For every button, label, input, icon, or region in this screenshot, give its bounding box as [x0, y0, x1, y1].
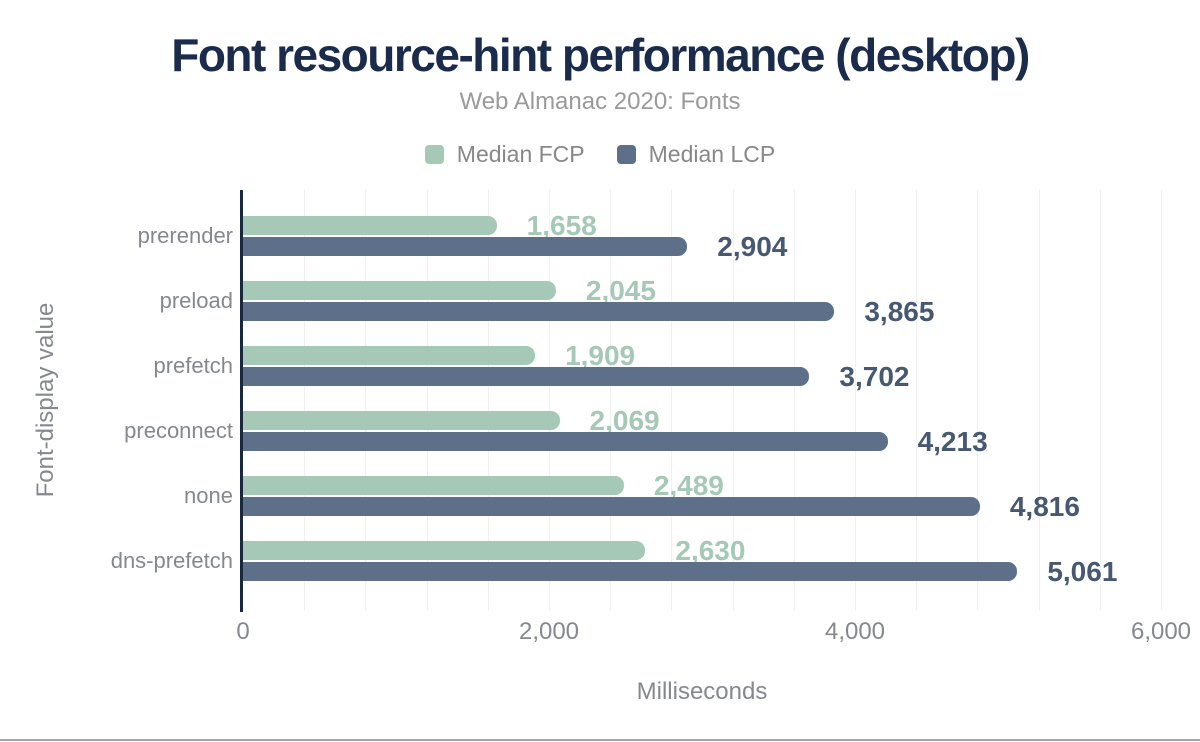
median-fcp-swatch-icon: [424, 145, 444, 164]
gridline: [610, 190, 612, 610]
bottom-divider: [0, 739, 1200, 741]
fcp-value-label: 2,489: [653, 470, 724, 501]
category-label: prefetch: [153, 353, 234, 378]
fcp-bar: [243, 476, 624, 495]
category-group: preload 2,045 3,865: [0, 275, 1200, 346]
gridline: [487, 190, 489, 610]
gridline: [1161, 190, 1162, 610]
category-group: preconnect 2,069 4,213: [0, 405, 1200, 476]
legend-item-median-lcp[interactable]: Median LCP: [616, 141, 776, 168]
bar-line: 2,069: [243, 405, 1161, 436]
legend-label: Median LCP: [648, 141, 776, 167]
fcp-value-label: 2,630: [675, 535, 746, 566]
y-axis-title: Font-display value: [32, 302, 59, 498]
x-axis-title: Milliseconds: [636, 678, 768, 705]
legend-item-median-fcp[interactable]: Median FCP: [424, 141, 585, 168]
x-tick-label: 6,000: [1130, 618, 1192, 645]
fcp-bar: [243, 216, 497, 235]
fcp-value-label: 2,045: [585, 275, 656, 306]
bar-line: 1,658: [243, 210, 1161, 241]
legend: Median FCP Median LCP: [0, 141, 1200, 168]
lcp-value-label: 2,904: [717, 231, 788, 262]
gridline: [916, 190, 918, 610]
gridline: [793, 190, 795, 610]
plot-rows: prerender 1,658 2,904 preload 2,045 3,865 pref…: [0, 210, 1200, 606]
bar-line: 5,061: [243, 556, 1161, 587]
category-group: prerender 1,658 2,904: [0, 210, 1200, 281]
x-tick-label: 2,000: [518, 618, 580, 645]
lcp-value-label: 3,865: [864, 296, 935, 327]
fcp-bar: [243, 541, 646, 560]
bar-line: 4,816: [243, 491, 1161, 522]
gridline: [1038, 190, 1040, 610]
bar-line: 3,865: [243, 296, 1161, 327]
bar-line: 4,213: [243, 426, 1161, 457]
category-group: prefetch 1,909 3,702: [0, 340, 1200, 411]
lcp-bar: [243, 497, 980, 516]
lcp-bar: [243, 237, 688, 256]
category-label: preconnect: [124, 418, 233, 443]
fcp-bar: [243, 411, 560, 430]
gridline: [304, 190, 306, 610]
lcp-value-label: 4,816: [1009, 491, 1080, 522]
x-tick-label: 0: [236, 618, 250, 645]
gridline: [1099, 190, 1101, 610]
gridline: [426, 190, 428, 610]
bar-line: 3,702: [243, 361, 1161, 392]
bar-pair: 1,909 3,702: [243, 340, 1161, 411]
plot-area: prerender 1,658 2,904 preload 2,045 3,865 pref…: [0, 190, 1200, 612]
lcp-bar: [243, 367, 810, 386]
category-group: dns-prefetch 2,630 5,061: [0, 535, 1200, 606]
bar-pair: 1,658 2,904: [243, 210, 1161, 281]
category-label: dns-prefetch: [110, 548, 233, 573]
bar-pair: 2,069 4,213: [243, 405, 1161, 476]
bar-line: 2,904: [243, 231, 1161, 262]
x-tick-label: 4,000: [824, 618, 886, 645]
median-lcp-swatch-icon: [616, 145, 636, 164]
gridline: [732, 190, 734, 610]
chart-title: Font resource-hint performance (desktop): [171, 29, 1030, 81]
lcp-value-label: 4,213: [917, 426, 988, 457]
bar-line: 2,489: [243, 470, 1161, 501]
fcp-value-label: 2,069: [589, 405, 660, 436]
chart-subtitle: Web Almanac 2020: Fonts: [459, 88, 741, 115]
bar-line: 2,630: [243, 535, 1161, 566]
category-label: prerender: [137, 223, 233, 248]
lcp-value-label: 5,061: [1047, 556, 1118, 587]
category-label: preload: [159, 288, 233, 313]
category-group: none 2,489 4,816: [0, 470, 1200, 541]
lcp-bar: [243, 432, 888, 451]
bar-pair: 2,630 5,061: [243, 535, 1161, 606]
lcp-bar: [243, 302, 835, 321]
fcp-bar: [243, 346, 536, 365]
gridlines: [243, 190, 1162, 610]
fcp-bar: [243, 281, 556, 300]
x-axis-ticks: 0 2,000 4,000 6,000: [0, 618, 1200, 648]
fcp-value-label: 1,909: [565, 340, 636, 371]
gridline: [548, 190, 550, 610]
category-label: none: [184, 483, 233, 508]
bar-pair: 2,489 4,816: [243, 470, 1161, 541]
legend-label: Median FCP: [456, 141, 585, 167]
gridline: [977, 190, 979, 610]
gridline: [365, 190, 367, 610]
lcp-value-label: 3,702: [839, 361, 910, 392]
fcp-value-label: 1,658: [526, 210, 597, 241]
bar-pair: 2,045 3,865: [243, 275, 1161, 346]
gridline: [854, 190, 856, 610]
y-axis-line: [240, 190, 243, 612]
gridline: [671, 190, 673, 610]
bar-line: 1,909: [243, 340, 1161, 371]
bar-line: 2,045: [243, 275, 1161, 306]
lcp-bar: [243, 562, 1018, 581]
